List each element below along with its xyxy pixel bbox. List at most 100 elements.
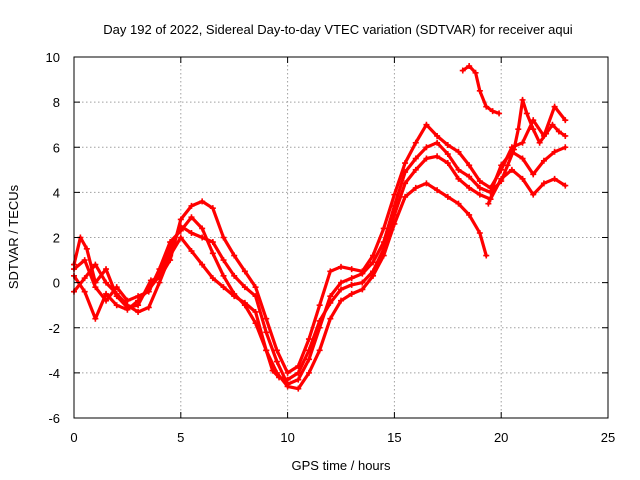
data-point-marker	[551, 175, 558, 182]
data-point-marker	[113, 290, 120, 297]
data-point-marker	[316, 347, 323, 354]
data-point-marker	[530, 191, 537, 198]
data-point-marker	[145, 304, 152, 311]
data-point-marker	[327, 299, 334, 306]
data-point-marker	[402, 193, 409, 200]
data-point-marker	[263, 329, 270, 336]
data-point-marker	[370, 259, 377, 266]
data-point-marker	[455, 166, 462, 173]
data-point-marker	[276, 374, 283, 381]
data-point-marker	[305, 336, 312, 343]
data-point-marker	[543, 130, 550, 137]
data-point-marker	[444, 160, 451, 167]
data-point-marker	[434, 139, 441, 146]
y-axis-label: SDTVAR / TECUs	[6, 184, 21, 289]
data-point-marker	[167, 252, 174, 259]
data-point-marker	[316, 302, 323, 309]
axis-ticks: 0 5 10 15 20 25 -6 -4 -2 0 2 4 6 8 10	[46, 50, 616, 445]
data-point-marker	[434, 187, 441, 194]
data-point-marker	[476, 178, 483, 185]
data-point-marker	[523, 110, 530, 117]
data-point-marker	[338, 263, 344, 270]
data-point-marker	[305, 356, 312, 363]
data-point-marker	[540, 180, 547, 187]
data-point-marker	[92, 284, 99, 291]
data-point-marker	[295, 385, 302, 392]
data-point-marker	[455, 200, 462, 207]
series-line	[461, 64, 501, 115]
data-point-marker	[327, 315, 334, 322]
data-point-marker	[498, 178, 505, 185]
data-point-marker	[269, 367, 276, 374]
data-point-marker	[188, 202, 195, 209]
data-point-marker	[412, 184, 419, 191]
data-point-marker	[188, 248, 195, 255]
data-point-marker	[220, 257, 227, 264]
data-point-marker	[103, 297, 110, 304]
data-point-marker	[402, 169, 409, 176]
data-point-marker	[466, 184, 473, 191]
x-tick-label: 25	[601, 430, 615, 445]
data-point-marker	[188, 229, 195, 236]
data-point-marker	[92, 261, 99, 268]
data-point-marker	[491, 184, 498, 191]
data-point-marker	[551, 103, 558, 110]
data-point-marker	[273, 347, 280, 354]
data-point-marker	[263, 347, 270, 354]
data-point-marker	[515, 126, 522, 133]
data-point-marker	[92, 315, 99, 322]
data-point-marker	[476, 87, 483, 94]
data-point-marker	[483, 103, 490, 110]
data-point-marker	[402, 180, 409, 187]
data-point-marker	[231, 252, 238, 259]
data-point-marker	[444, 151, 451, 158]
data-point-marker	[284, 383, 291, 390]
data-point-marker	[231, 290, 238, 297]
data-point-marker	[466, 162, 473, 169]
y-tick-label: 2	[53, 231, 60, 246]
data-point-marker	[504, 162, 511, 169]
series-line	[72, 105, 567, 375]
x-tick-label: 5	[177, 430, 184, 445]
data-point-marker	[530, 126, 537, 133]
series-track-1	[71, 103, 569, 376]
series-track-5	[459, 63, 503, 117]
y-tick-label: 6	[53, 140, 60, 155]
data-point-marker	[359, 279, 366, 286]
data-point-marker	[455, 175, 462, 182]
data-point-marker	[466, 211, 473, 218]
data-point-marker	[423, 121, 430, 128]
data-point-marker	[103, 290, 110, 297]
data-point-marker	[338, 286, 344, 293]
series-track-6	[485, 96, 569, 207]
chart-title: Day 192 of 2022, Sidereal Day-to-day VTE…	[103, 22, 573, 37]
data-point-marker	[177, 216, 184, 223]
data-point-marker	[472, 69, 479, 76]
y-tick-label: -2	[48, 321, 60, 336]
data-point-marker	[434, 153, 441, 160]
data-point-marker	[83, 245, 90, 252]
x-tick-label: 15	[387, 430, 401, 445]
data-point-marker	[199, 225, 206, 232]
data-point-marker	[338, 279, 344, 286]
data-point-marker	[305, 347, 312, 354]
data-point-marker	[536, 139, 543, 146]
x-tick-label: 10	[280, 430, 294, 445]
data-point-marker	[459, 67, 466, 74]
data-point-marker	[209, 250, 216, 257]
data-point-marker	[402, 160, 409, 167]
data-point-marker	[113, 284, 120, 291]
data-point-marker	[391, 211, 398, 218]
data-point-marker	[252, 308, 259, 315]
data-point-marker	[519, 175, 526, 182]
data-point-marker	[156, 266, 163, 273]
y-tick-label: 0	[53, 276, 60, 291]
data-point-marker	[241, 284, 248, 291]
y-tick-label: 8	[53, 95, 60, 110]
data-point-marker	[540, 157, 547, 164]
data-point-marker	[530, 171, 537, 178]
data-point-marker	[412, 166, 419, 173]
y-tick-label: -6	[48, 411, 60, 426]
data-point-marker	[338, 297, 344, 304]
